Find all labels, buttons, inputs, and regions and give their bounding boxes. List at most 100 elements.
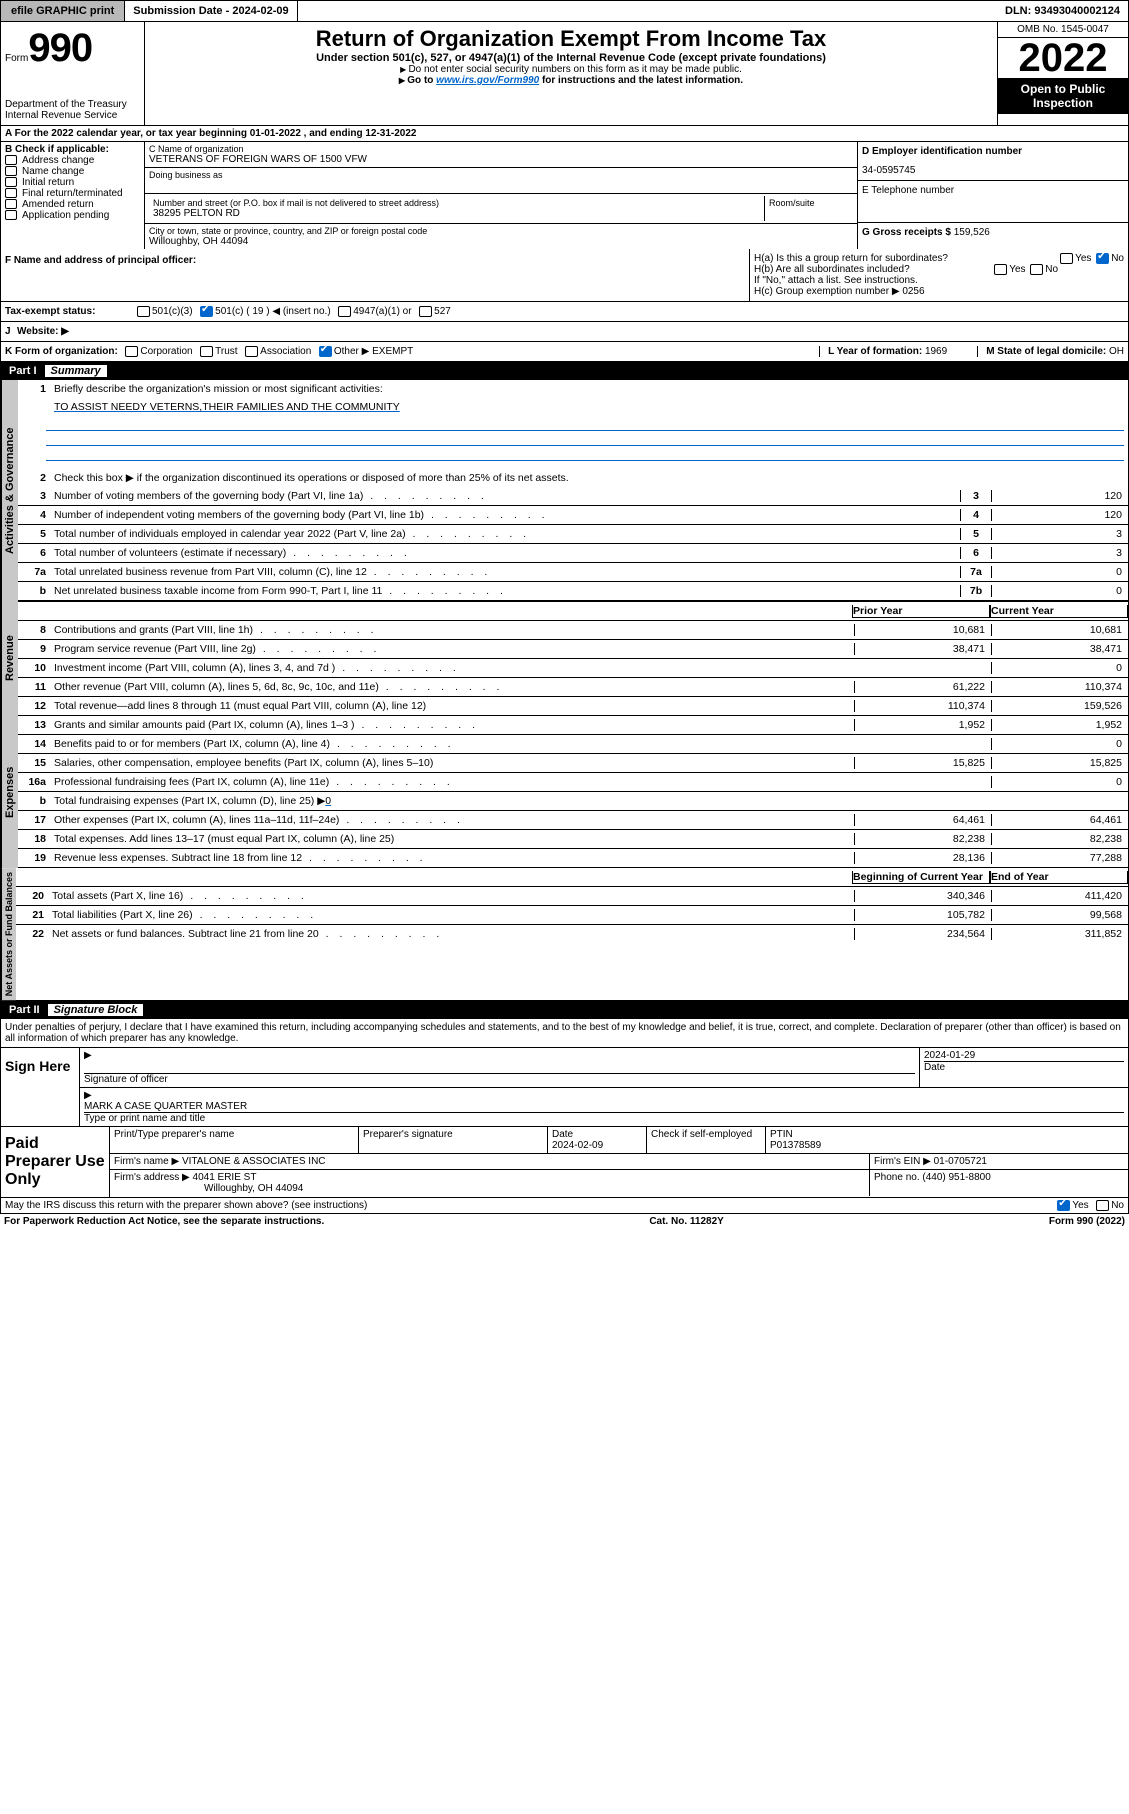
discuss-yes: Yes <box>1072 1200 1088 1211</box>
i-527-box[interactable] <box>419 306 432 317</box>
k-assoc-box[interactable] <box>245 346 258 357</box>
penalty-statement: Under penalties of perjury, I declare th… <box>0 1019 1129 1048</box>
chk-name[interactable] <box>5 166 20 177</box>
line16a: 16aProfessional fundraising fees (Part I… <box>18 773 1128 792</box>
form-title: Return of Organization Exempt From Incom… <box>149 26 993 52</box>
ha-no: No <box>1111 253 1124 264</box>
hb2-text: If "No," attach a list. See instructions… <box>754 275 1124 286</box>
l20-text: Total assets (Part X, line 16) <box>50 888 854 904</box>
page-footer: For Paperwork Reduction Act Notice, see … <box>0 1214 1129 1229</box>
c10: 0 <box>991 662 1128 674</box>
v5: 3 <box>991 528 1128 540</box>
part2-header: Part II Signature Block <box>0 1001 1129 1019</box>
k-corp-box[interactable] <box>125 346 138 357</box>
sidelabel-netassets: Net Assets or Fund Balances <box>1 868 16 1000</box>
l19-text: Revenue less expenses. Subtract line 18 … <box>52 850 854 866</box>
line5: 5Total number of individuals employed in… <box>18 525 1128 544</box>
l18-text: Total expenses. Add lines 13–17 (must eq… <box>52 831 854 847</box>
self-emp-lbl: Check if self-employed <box>651 1129 752 1140</box>
rowa-mid: , and ending <box>304 128 366 139</box>
efile-print-button[interactable]: efile GRAPHIC print <box>1 1 125 21</box>
sub3-post: for instructions and the latest informat… <box>539 75 743 86</box>
i-501c-box[interactable] <box>200 306 213 317</box>
irs: Internal Revenue Service <box>5 110 140 121</box>
ha-yes-box[interactable] <box>1060 253 1073 264</box>
v6: 3 <box>991 547 1128 559</box>
sidelabel-governance: Activities & Governance <box>1 380 18 601</box>
l16b-val: 0 <box>325 795 331 807</box>
l4-text: Number of independent voting members of … <box>52 507 960 523</box>
officer-name-lbl: Type or print name and title <box>84 1113 205 1124</box>
ha-row: H(a) Is this a group return for subordin… <box>754 253 1124 264</box>
current-year-hdr: Current Year <box>990 605 1128 618</box>
k-other-box[interactable] <box>319 346 332 357</box>
line1: 1 Briefly describe the organization's mi… <box>18 380 1128 398</box>
firm-name: VITALONE & ASSOCIATES INC <box>182 1156 326 1167</box>
firm-name-lbl: Firm's name ▶ <box>114 1156 182 1167</box>
i-501c3-box[interactable] <box>137 306 150 317</box>
hb-no-box[interactable] <box>1030 264 1043 275</box>
part1-num: Part I <box>9 365 37 377</box>
firm-addr-cell: Firm's address ▶ 4041 ERIE ST Willoughby… <box>110 1170 870 1196</box>
gross-receipts: 159,526 <box>954 227 990 238</box>
paid-preparer-block: Paid Preparer Use Only Print/Type prepar… <box>0 1127 1129 1198</box>
e-tel-lbl: E Telephone number <box>862 185 1124 196</box>
line11: 11Other revenue (Part VIII, column (A), … <box>18 678 1128 697</box>
v4: 120 <box>991 509 1128 521</box>
discuss-yes-box[interactable] <box>1057 1200 1070 1211</box>
header-center: Return of Organization Exempt From Incom… <box>145 22 997 125</box>
i-4947-box[interactable] <box>338 306 351 317</box>
line21: 21Total liabilities (Part X, line 26) 10… <box>16 906 1128 925</box>
ptin-cell: PTINP01378589 <box>766 1127 1128 1153</box>
irs-link[interactable]: www.irs.gov/Form990 <box>436 75 539 86</box>
l2-text: Check this box ▶ if the organization dis… <box>54 472 569 484</box>
chk-app-pending[interactable] <box>5 210 20 221</box>
line4: 4Number of independent voting members of… <box>18 506 1128 525</box>
prep-date: 2024-02-09 <box>552 1140 603 1151</box>
p9: 38,471 <box>854 643 991 655</box>
chk-initial[interactable] <box>5 177 20 188</box>
exp-body: 13Grants and similar amounts paid (Part … <box>18 716 1128 868</box>
dln: DLN: 93493040002124 <box>997 1 1128 21</box>
k-trust-box[interactable] <box>200 346 213 357</box>
officer-name: MARK A CASE QUARTER MASTER <box>84 1101 1124 1112</box>
line10: 10Investment income (Part VIII, column (… <box>18 659 1128 678</box>
c-room-lbl: Room/suite <box>769 198 849 208</box>
hb-yes-box[interactable] <box>994 264 1007 275</box>
firm-ein-cell: Firm's EIN ▶ 01-0705721 <box>870 1154 1128 1169</box>
submission-date-value: 2024-02-09 <box>232 5 288 17</box>
prep-date-lbl: Date <box>552 1129 573 1140</box>
l9-text: Program service revenue (Part VIII, line… <box>52 641 854 657</box>
chk-amended[interactable] <box>5 199 20 210</box>
phone-cell: Phone no. (440) 951-8800 <box>870 1170 1128 1196</box>
line22: 22Net assets or fund balances. Subtract … <box>16 925 1128 943</box>
j-label: Website: ▶ <box>17 326 69 337</box>
c19: 77,288 <box>991 852 1128 864</box>
ha-no-box[interactable] <box>1096 253 1109 264</box>
hc-value: 0256 <box>902 286 924 297</box>
l-lbl: L Year of formation: <box>828 346 925 357</box>
submission-date-label: Submission Date - <box>133 5 232 17</box>
c8: 10,681 <box>991 624 1128 636</box>
line9: 9Program service revenue (Part VIII, lin… <box>18 640 1128 659</box>
ha-yes: Yes <box>1075 253 1091 264</box>
end-year-hdr: End of Year <box>990 871 1128 884</box>
paid-row1: Print/Type preparer's name Preparer's si… <box>110 1127 1128 1154</box>
p21: 105,782 <box>854 909 991 921</box>
l17-text: Other expenses (Part IX, column (A), lin… <box>52 812 854 828</box>
discuss-no-box[interactable] <box>1096 1200 1109 1211</box>
c18: 82,238 <box>991 833 1128 845</box>
l-val: 1969 <box>925 346 947 357</box>
discuss-preparer-row: May the IRS discuss this return with the… <box>0 1198 1129 1214</box>
m-val: OH <box>1109 346 1124 357</box>
chk-address[interactable] <box>5 155 20 166</box>
k-corp: Corporation <box>140 346 192 357</box>
line8: 8Contributions and grants (Part VIII, li… <box>18 621 1128 640</box>
c-street-cell: Number and street (or P.O. box if mail i… <box>145 194 857 224</box>
header-right: OMB No. 1545-0047 2022 Open to Public In… <box>997 22 1128 125</box>
b-init: Initial return <box>22 177 74 188</box>
g-gross-cell: G Gross receipts $ 159,526 <box>858 223 1128 242</box>
sig-row2: MARK A CASE QUARTER MASTER Type or print… <box>80 1088 1128 1126</box>
chk-final[interactable] <box>5 188 20 199</box>
b-name: Name change <box>22 166 84 177</box>
